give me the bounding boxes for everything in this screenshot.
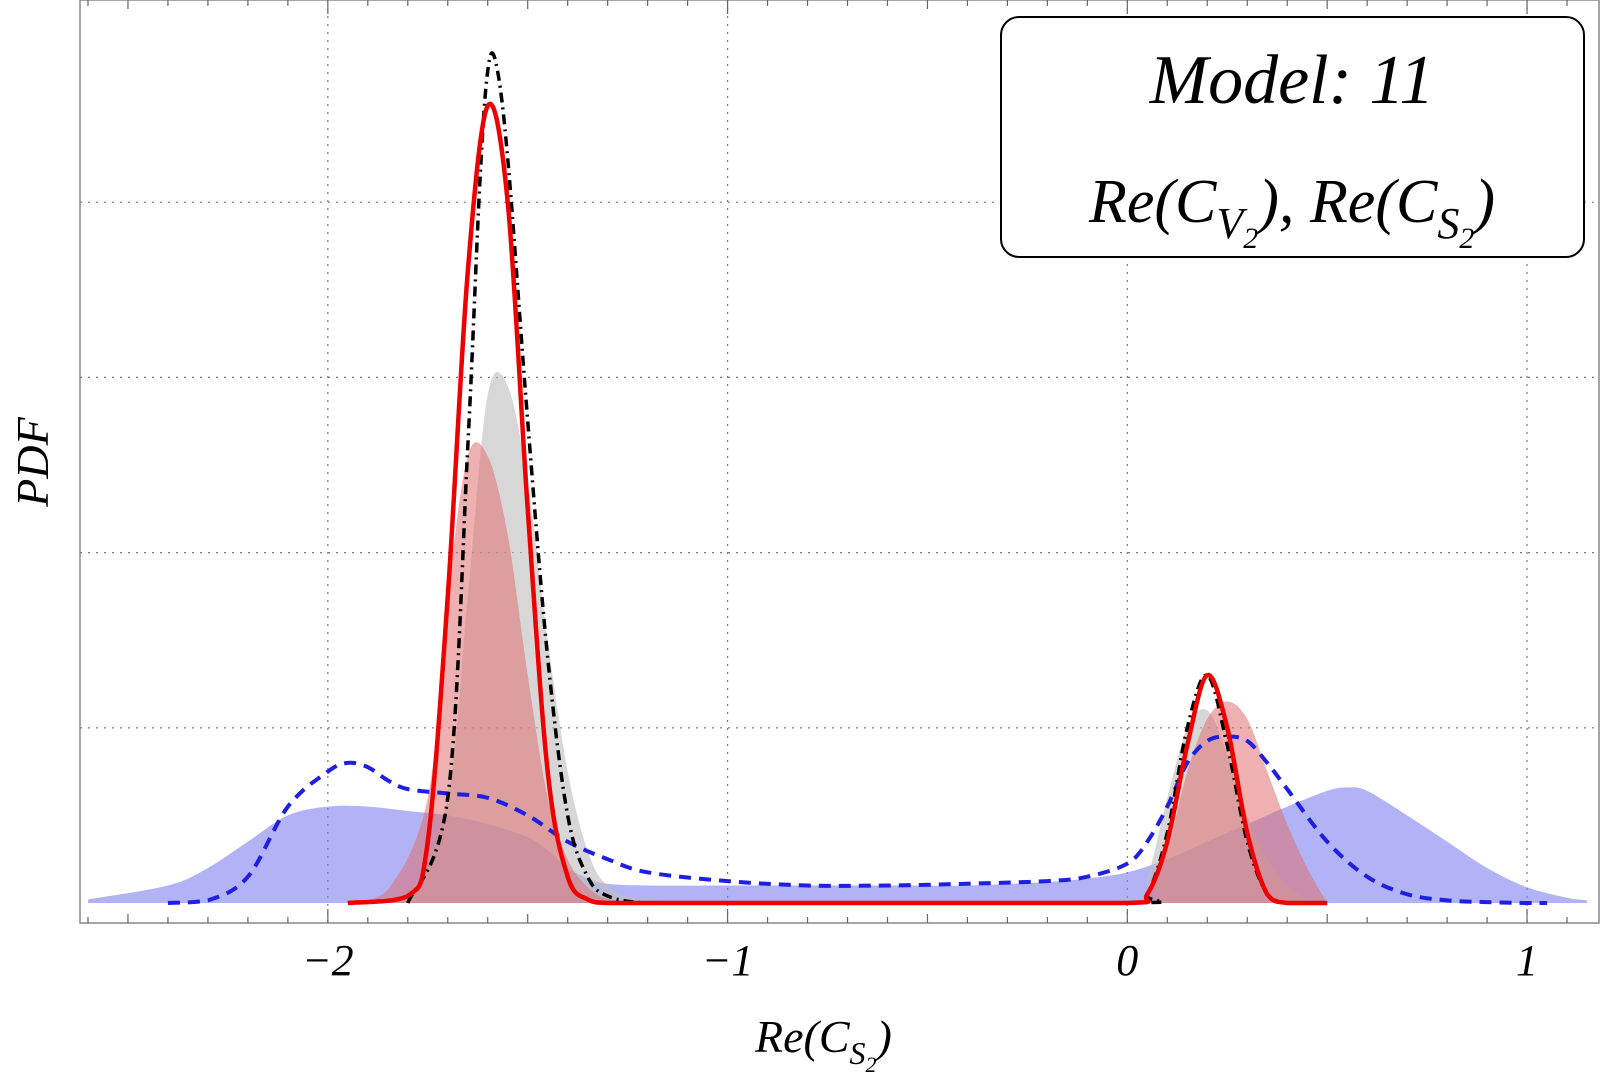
legend-model-title: Model: 11 bbox=[1149, 42, 1434, 119]
x-tick-label: −1 bbox=[702, 936, 754, 985]
x-ticks: −2 −1 0 1 bbox=[87, 0, 1568, 985]
x-tick-label: 0 bbox=[1116, 936, 1138, 985]
series-layer bbox=[87, 51, 1588, 906]
y-axis-label: PDF bbox=[7, 416, 58, 507]
series-red-filled-area bbox=[347, 442, 1328, 903]
x-tick-label: −2 bbox=[302, 936, 354, 985]
series-blue-dashed-line bbox=[167, 734, 1548, 905]
series-red-solid-line bbox=[347, 101, 1328, 906]
legend-box: Model: 11 Re(CV2), Re(CS2) bbox=[1000, 16, 1585, 258]
x-axis-label: Re(CS2) bbox=[754, 1011, 892, 1077]
series-black-dashdot-line bbox=[406, 51, 1288, 905]
legend-parameters: Re(CV2), Re(CS2) bbox=[1088, 168, 1495, 255]
x-tick-label: 1 bbox=[1516, 936, 1538, 985]
legend-frame bbox=[1000, 16, 1585, 258]
